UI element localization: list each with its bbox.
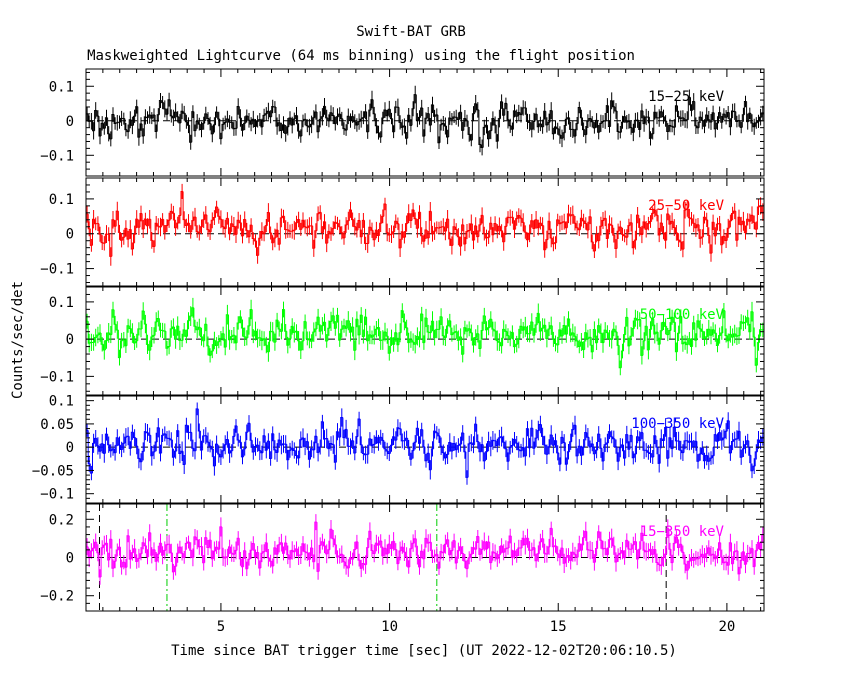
panel-4: −0.2 0 0.2 15−350 keV (40, 503, 765, 612)
y-tick-label: −0.2 (40, 589, 74, 605)
x-axis-label: Time since BAT trigger time [sec] (UT 20… (171, 643, 677, 659)
band-label: 15−25 keV (648, 89, 724, 105)
y-tick-label: 0 (66, 440, 74, 456)
y-tick-label: 0.2 (49, 512, 74, 528)
series-line-25-50-keV (86, 183, 764, 266)
x-tick-label: 20 (718, 619, 735, 635)
y-tick-label: 0.1 (49, 192, 74, 208)
panel-2: −0.1 0 0.1 50−100 keV (40, 286, 765, 396)
y-tick-label: 0.05 (40, 417, 74, 433)
y-tick-label: 0 (66, 551, 74, 567)
panel-frame (85, 395, 765, 504)
series-line-50-100-keV (86, 297, 764, 376)
panel-frame (85, 68, 765, 177)
x-tick-label: 5 (217, 619, 225, 635)
y-tick-label: 0 (66, 227, 74, 243)
y-tick-label: 0.1 (49, 295, 74, 311)
panel-frame (85, 177, 765, 287)
panel-frame (85, 286, 765, 396)
chart-title: Swift-BAT GRB (356, 24, 466, 40)
panels-group: −0.1 0 0.1 15−25 keV −0.1 0 0.1 25−50 keV −0.1 0 0… (32, 68, 765, 635)
band-label: 15−350 keV (640, 524, 725, 540)
y-tick-label: −0.1 (40, 148, 74, 164)
panel-0: −0.1 0 0.1 15−25 keV (40, 68, 765, 177)
y-tick-label: 0 (66, 332, 74, 348)
band-label: 100−350 keV (631, 416, 724, 432)
y-tick-label: −0.1 (40, 262, 74, 278)
chart-subtitle: Maskweighted Lightcurve (64 ms binning) … (87, 48, 635, 64)
panel-1: −0.1 0 0.1 25−50 keV (40, 177, 765, 287)
y-tick-label: 0.1 (49, 394, 74, 410)
y-axis-label: Counts/sec/det (10, 281, 26, 399)
y-tick-label: −0.1 (40, 369, 74, 385)
x-tick-label: 10 (381, 619, 398, 635)
band-label: 25−50 keV (648, 198, 724, 214)
y-tick-label: 0 (66, 114, 74, 130)
y-tick-label: −0.1 (40, 487, 74, 503)
band-label: 50−100 keV (640, 307, 725, 323)
x-tick-label: 15 (550, 619, 567, 635)
series-line-100-350-keV (86, 402, 764, 485)
y-tick-label: 0.1 (49, 79, 74, 95)
series-line-15-350-keV (86, 514, 764, 585)
panel-3: −0.1 −0.05 0 0.05 0.1 100−350 keV (32, 394, 765, 504)
y-tick-label: −0.05 (32, 463, 74, 479)
